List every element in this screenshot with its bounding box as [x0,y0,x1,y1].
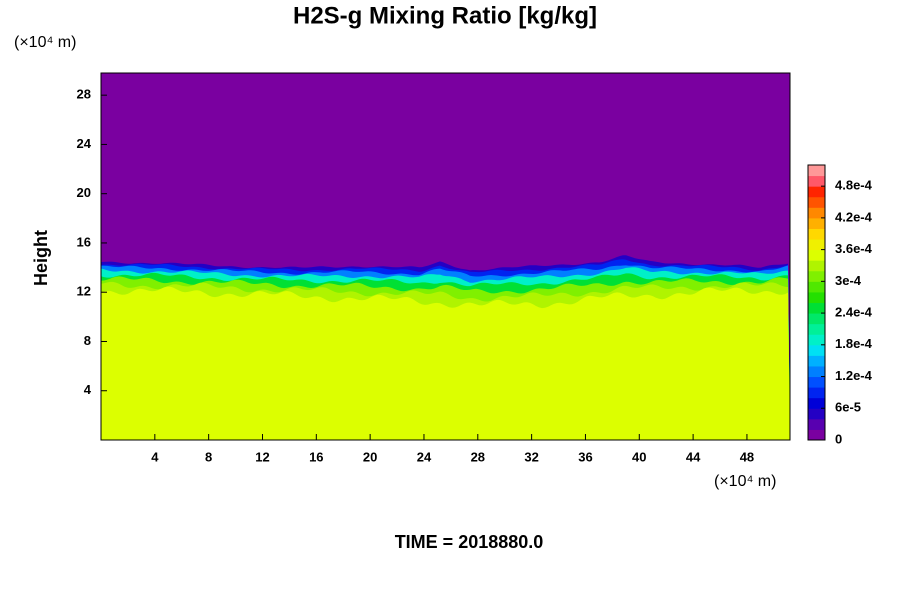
x-tick-label: 12 [255,449,269,464]
colorbar-tick-label: 2.4e-4 [835,305,873,320]
colorbar-band [808,228,825,240]
x-tick-label: 28 [471,449,485,464]
colorbar-band [808,217,825,229]
y-tick-label: 4 [84,382,92,397]
colorbar-band [808,334,825,346]
y-tick-label: 12 [77,284,91,299]
colorbar-band [808,165,825,177]
colorbar-band [808,291,825,303]
x-tick-label: 24 [417,449,432,464]
y-tick-label: 28 [77,87,91,102]
colorbar-band [808,313,825,325]
x-tick-label: 40 [632,449,646,464]
field [101,73,790,440]
colorbar-band [808,302,825,314]
colorbar-band [808,249,825,261]
x-tick-label: 8 [205,449,212,464]
colorbar-frame [807,164,826,441]
colorbar-band [808,418,825,430]
y-tick-label: 20 [77,185,91,200]
colorbar-tick-label: 3e-4 [835,273,862,288]
x-tick-label: 16 [309,449,323,464]
y-label: Height [31,230,51,286]
x-tick-label: 44 [686,449,701,464]
colorbar-band [808,270,825,282]
colorbar-band [808,260,825,272]
colorbar-band [808,207,825,219]
field-band [101,286,790,440]
y-unit: (×10⁴ m) [14,34,76,51]
colorbar-band [808,355,825,367]
colorbar-band [808,376,825,388]
colorbar-band [808,429,825,441]
x-tick-label: 20 [363,449,377,464]
colorbar-band [808,175,825,187]
colorbar-band [808,196,825,208]
y-tick-label: 16 [77,234,91,249]
colorbar-tick-label: 1.8e-4 [835,336,873,351]
colorbar-tick-label: 4.2e-4 [835,209,873,224]
y-tick-label: 8 [84,333,91,348]
x-tick-label: 36 [578,449,592,464]
colorbar-band [808,344,825,356]
colorbar-band [808,186,825,198]
colorbar-tick-label: 0 [835,431,842,446]
colorbar-tick-label: 4.8e-4 [835,178,873,193]
colorbar-tick-label: 1.2e-4 [835,368,873,383]
colorbar-tick-label: 3.6e-4 [835,241,873,256]
colorbar-band [808,323,825,335]
colorbar-tick-label: 6e-5 [835,400,861,415]
colorbar-band [808,397,825,409]
colorbar-band [808,239,825,251]
x-tick-label: 48 [740,449,754,464]
x-tick-label: 4 [151,449,159,464]
plot-frame [100,72,791,441]
colorbar-band [808,281,825,293]
colorbar-band [808,387,825,399]
colorbar-band [808,365,825,378]
chart-title: H2S-g Mixing Ratio [kg/kg] [293,2,597,29]
y-tick-label: 24 [77,136,92,151]
time-label: TIME = 2018880.0 [395,532,544,552]
x-tick-label: 32 [524,449,538,464]
x-unit: (×10⁴ m) [714,473,776,490]
colorbar-band [808,408,825,420]
